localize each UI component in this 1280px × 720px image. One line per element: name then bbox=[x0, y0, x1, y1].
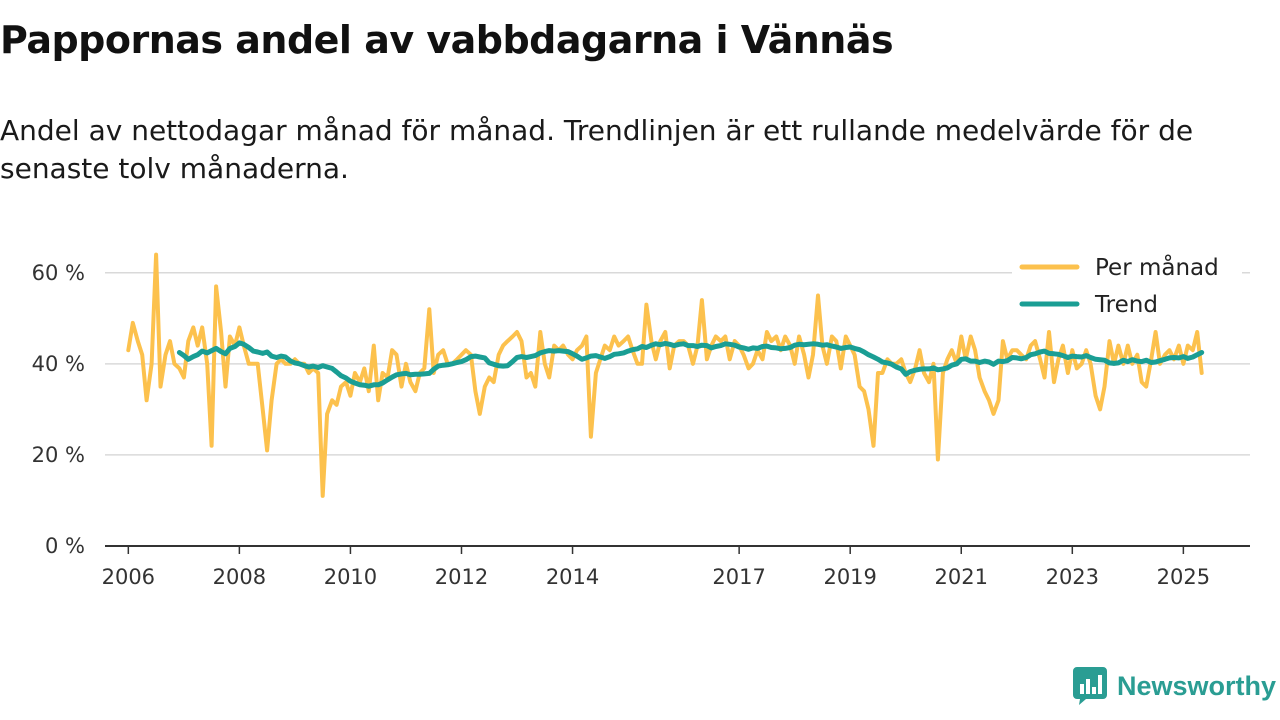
x-tick-label: 2019 bbox=[823, 565, 876, 589]
y-tick-label: 0 % bbox=[45, 534, 85, 558]
brand-name: Newsworthy bbox=[1117, 670, 1277, 701]
line-chart: 0 % 20 % 40 % 60 % 2006 2008 2010 2012 2014 2017 2… bbox=[31, 250, 1250, 589]
x-tick-label: 2025 bbox=[1157, 565, 1210, 589]
newsworthy-logo-icon bbox=[1073, 667, 1107, 705]
y-tick-label: 20 % bbox=[32, 443, 85, 467]
x-tick-label: 2017 bbox=[712, 565, 765, 589]
chart-title: Pappornas andel av vabbdagarna i Vännäs bbox=[0, 18, 894, 62]
y-tick-label: 40 % bbox=[32, 352, 85, 376]
legend-label: Trend bbox=[1094, 292, 1158, 318]
legend-background bbox=[1012, 250, 1242, 326]
x-tick-label: 2023 bbox=[1046, 565, 1099, 589]
x-tick-label: 2012 bbox=[435, 565, 488, 589]
x-tick-label: 2010 bbox=[324, 565, 377, 589]
x-tick-label: 2008 bbox=[213, 565, 266, 589]
brand-logo: Newsworthy bbox=[1073, 666, 1276, 706]
x-tick-label: 2014 bbox=[546, 565, 599, 589]
chart-subtitle: Andel av nettodagar månad för månad. Tre… bbox=[0, 114, 1194, 185]
legend-label: Per månad bbox=[1095, 253, 1219, 281]
x-tick-label: 2021 bbox=[935, 565, 988, 589]
y-tick-label: 60 % bbox=[32, 261, 85, 285]
series-line-trend bbox=[176, 340, 1205, 389]
x-tick-label: 2006 bbox=[102, 565, 155, 589]
